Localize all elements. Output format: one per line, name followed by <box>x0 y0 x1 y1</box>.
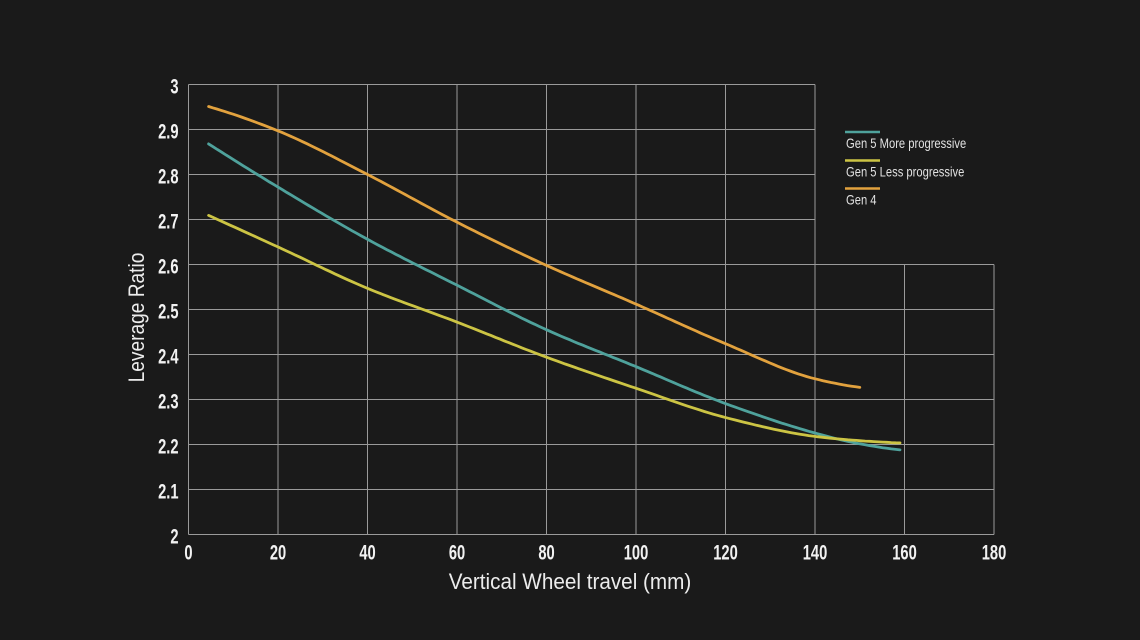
svg-text:2: 2 <box>170 525 178 548</box>
svg-text:2.4: 2.4 <box>158 345 178 368</box>
svg-text:40: 40 <box>359 541 375 564</box>
svg-text:2.5: 2.5 <box>158 300 178 323</box>
svg-text:Gen 5 Less progressive: Gen 5 Less progressive <box>846 163 964 180</box>
svg-text:100: 100 <box>624 541 649 564</box>
svg-text:Leverage Ratio: Leverage Ratio <box>125 253 150 383</box>
svg-text:80: 80 <box>538 541 554 564</box>
svg-text:60: 60 <box>449 541 465 564</box>
svg-text:2.8: 2.8 <box>158 165 178 188</box>
svg-text:Vertical Wheel travel (mm): Vertical Wheel travel (mm) <box>449 568 692 594</box>
svg-text:Gen 5 More progressive: Gen 5 More progressive <box>846 135 966 152</box>
svg-text:2.1: 2.1 <box>158 480 178 503</box>
svg-text:2.6: 2.6 <box>158 255 178 278</box>
svg-text:140: 140 <box>803 541 828 564</box>
svg-text:2.3: 2.3 <box>158 390 178 413</box>
svg-text:120: 120 <box>713 541 738 564</box>
svg-text:0: 0 <box>184 541 192 564</box>
svg-text:180: 180 <box>982 541 1007 564</box>
svg-text:2.7: 2.7 <box>158 210 178 233</box>
svg-text:2.9: 2.9 <box>158 120 178 143</box>
svg-text:3: 3 <box>170 75 178 98</box>
svg-text:Gen 4: Gen 4 <box>846 191 877 208</box>
svg-text:2.2: 2.2 <box>158 435 178 458</box>
svg-text:20: 20 <box>270 541 286 564</box>
svg-text:160: 160 <box>892 541 917 564</box>
